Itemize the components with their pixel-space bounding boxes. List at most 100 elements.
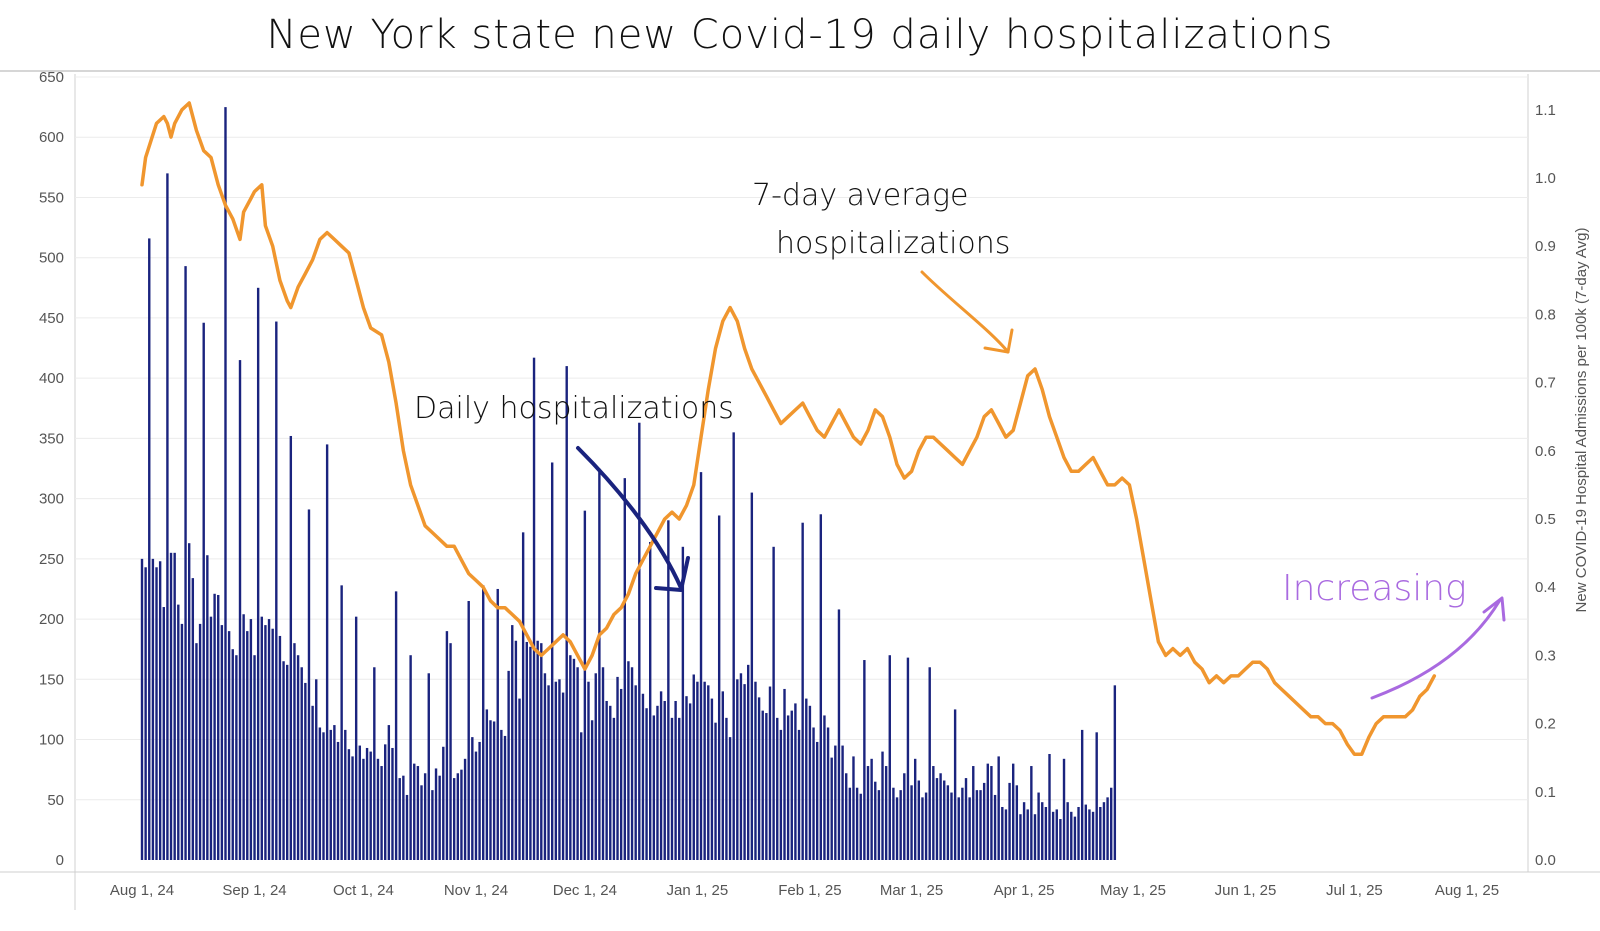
daily-bar <box>670 717 674 860</box>
x-tick-label: Jan 1, 25 <box>667 882 729 899</box>
left-tick-label: 150 <box>39 671 64 688</box>
daily-bar <box>616 676 619 860</box>
daily-bar <box>870 758 873 860</box>
daily-bar <box>521 532 525 860</box>
annotation-trend-arrowhead <box>1482 596 1506 622</box>
daily-bar <box>256 287 260 860</box>
daily-bar <box>195 643 198 860</box>
daily-bar <box>906 657 910 860</box>
daily-bar <box>514 640 518 860</box>
daily-bar <box>224 107 227 861</box>
daily-bar <box>1051 811 1055 860</box>
daily-bar <box>460 769 463 860</box>
daily-bar <box>507 670 510 860</box>
right-tick-label: 0.9 <box>1535 238 1556 255</box>
daily-bar <box>623 478 626 860</box>
annotation-trend: Increasing <box>1282 568 1506 700</box>
daily-bar <box>1015 785 1019 860</box>
daily-bar <box>895 797 899 860</box>
daily-bar <box>394 591 398 860</box>
daily-bar <box>492 721 496 860</box>
daily-bar <box>489 720 492 860</box>
daily-bar <box>238 360 242 860</box>
daily-bar <box>1041 802 1044 860</box>
daily-bar <box>877 790 881 860</box>
daily-bar <box>474 751 478 860</box>
daily-bar <box>619 688 623 860</box>
daily-bar <box>409 655 412 860</box>
left-tick-label: 300 <box>39 491 64 508</box>
daily-bar <box>750 492 754 860</box>
daily-bar <box>155 567 158 860</box>
daily-bar <box>823 715 826 860</box>
daily-bar <box>747 664 750 860</box>
daily-bar <box>420 785 423 860</box>
daily-bar <box>184 266 187 860</box>
daily-bar <box>1022 802 1026 860</box>
daily-bar <box>315 679 318 860</box>
daily-bar <box>732 432 735 860</box>
daily-bar <box>561 692 565 860</box>
daily-bar <box>1091 811 1095 860</box>
daily-bar <box>416 766 420 860</box>
daily-bar <box>206 555 209 860</box>
daily-bar <box>511 625 514 860</box>
daily-bar <box>917 780 921 860</box>
daily-bar <box>1037 792 1040 860</box>
x-tick-label: Apr 1, 25 <box>994 882 1055 899</box>
daily-bar <box>140 558 144 860</box>
daily-bar <box>982 782 986 860</box>
x-tick-label: Sep 1, 24 <box>222 882 286 899</box>
daily-bar <box>373 667 376 860</box>
left-tick-label: 50 <box>47 792 64 809</box>
daily-bar <box>968 797 971 860</box>
daily-bar <box>1055 809 1058 860</box>
daily-bar <box>1110 787 1113 860</box>
daily-bar <box>427 673 430 860</box>
daily-bar <box>325 444 329 860</box>
daily-bar <box>739 673 743 860</box>
daily-bar <box>500 729 503 860</box>
daily-bar <box>565 366 568 860</box>
daily-bar <box>260 616 263 860</box>
right-tick-label: 0.3 <box>1535 647 1556 664</box>
daily-bar <box>964 778 968 860</box>
right-tick-label: 0.0 <box>1535 852 1556 869</box>
right-tick-label: 0.4 <box>1535 579 1556 596</box>
left-tick-label: 0 <box>56 852 64 869</box>
daily-bar <box>456 773 460 860</box>
daily-bar <box>1102 802 1106 860</box>
daily-bar <box>1080 729 1084 860</box>
daily-bar <box>605 700 608 860</box>
daily-bar <box>975 790 979 860</box>
daily-bar <box>162 607 165 860</box>
daily-bar <box>525 641 528 860</box>
right-tick-label: 1.0 <box>1535 170 1556 187</box>
daily-bar <box>997 756 1000 860</box>
left-tick-label: 600 <box>39 129 64 146</box>
gridlines <box>75 76 1528 801</box>
daily-bar <box>692 674 695 860</box>
daily-bar <box>1004 809 1008 860</box>
daily-bar <box>442 746 445 860</box>
daily-bar <box>812 727 815 860</box>
daily-bar <box>296 655 300 860</box>
daily-bar <box>837 609 841 860</box>
daily-bar <box>841 745 844 860</box>
daily-bar <box>166 173 169 860</box>
daily-bar <box>935 778 939 860</box>
daily-bar <box>1099 806 1102 860</box>
annotation-trend-text: Increasing <box>1282 568 1467 609</box>
daily-bar <box>913 758 917 860</box>
x-axis: Aug 1, 24 Sep 1, 24 Oct 1, 24 Nov 1, 24 Dec … <box>110 882 1499 899</box>
daily-bar <box>1044 806 1048 860</box>
daily-bar <box>641 693 645 860</box>
daily-bar <box>311 705 314 860</box>
daily-bar <box>173 552 176 860</box>
daily-bar <box>318 727 322 860</box>
daily-bar <box>358 745 361 860</box>
annotation-line-arrow <box>920 270 1010 354</box>
daily-bar <box>790 710 793 860</box>
daily-bar <box>438 775 441 860</box>
daily-bar <box>725 717 728 860</box>
